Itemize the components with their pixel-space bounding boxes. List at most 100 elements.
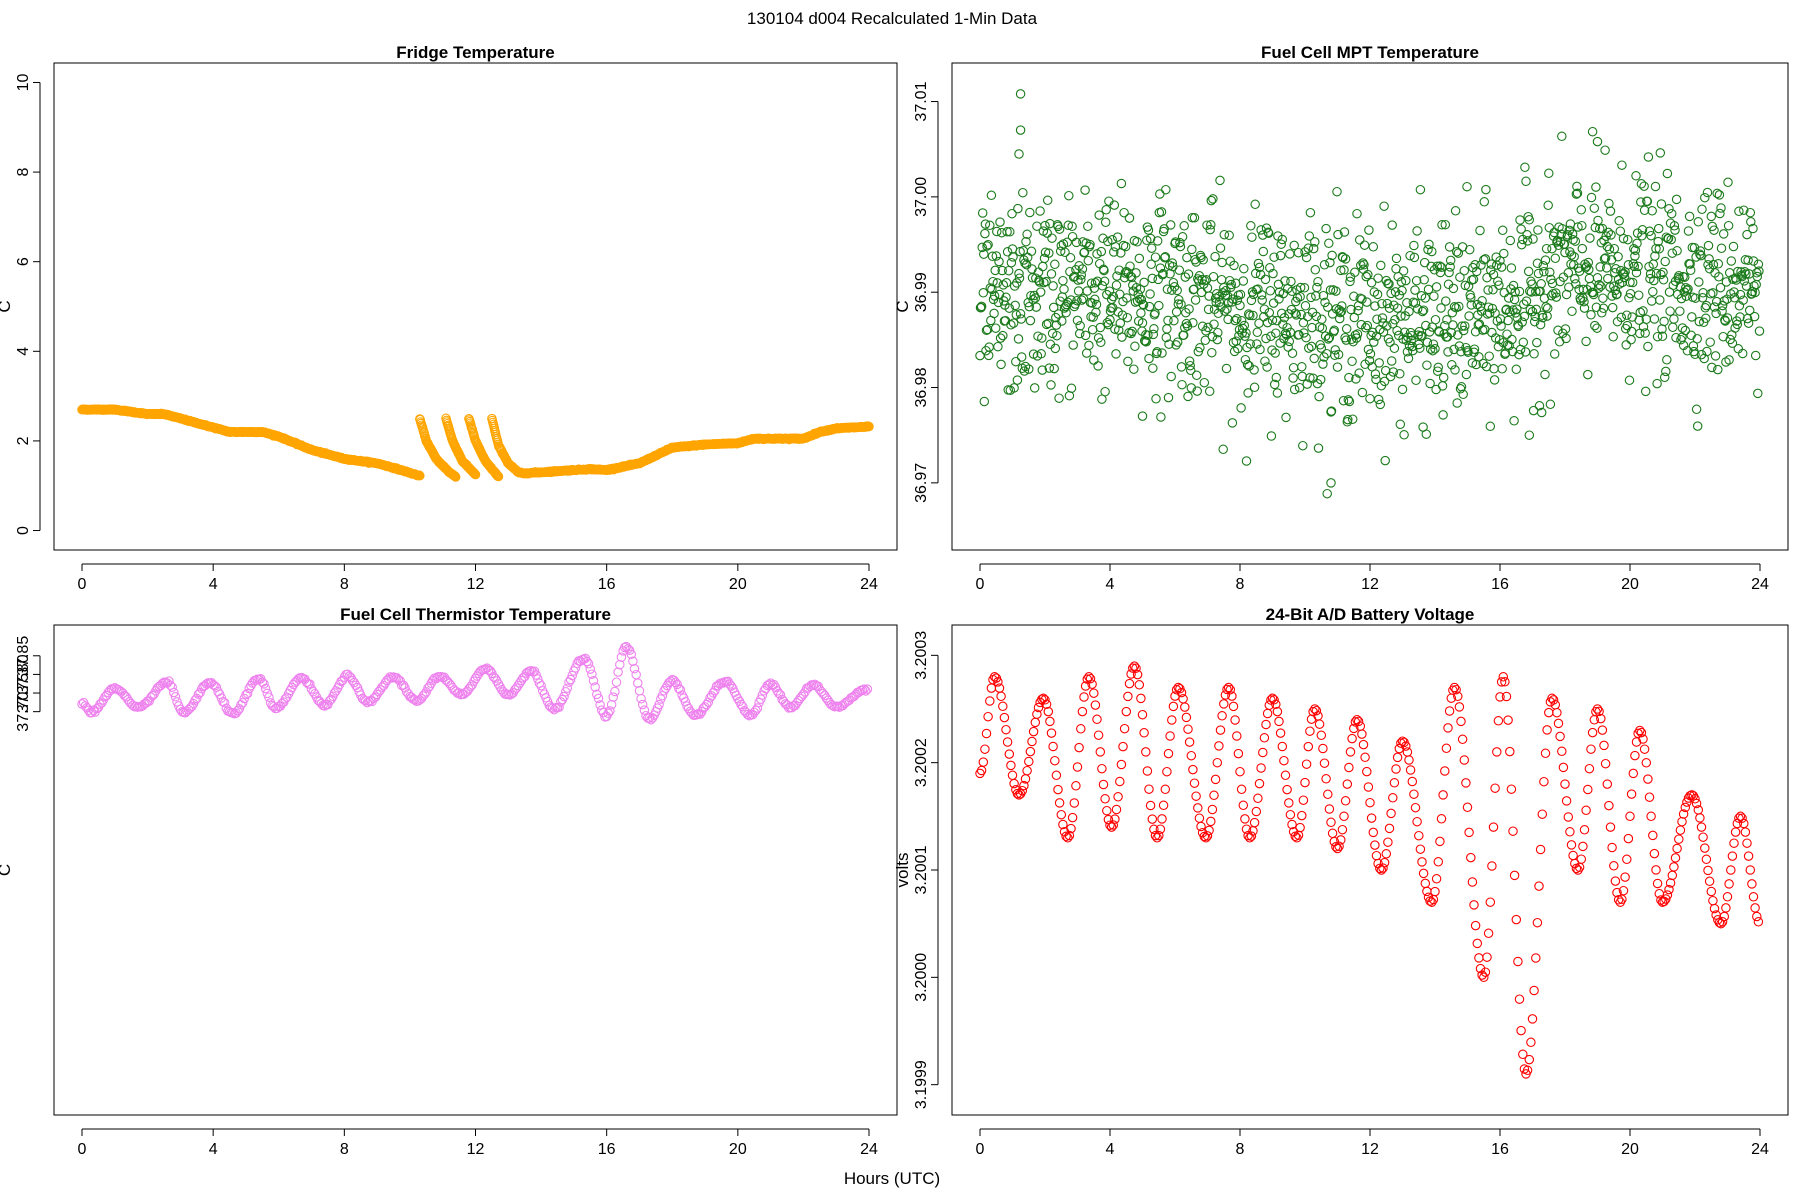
data-point [606,699,617,710]
data-point [808,680,819,691]
data-point [1043,706,1054,717]
data-point [1154,300,1164,311]
data-point [313,695,323,706]
data-point [1012,375,1023,385]
data-point [114,685,125,696]
data-point [1287,819,1297,830]
data-point [1216,274,1227,285]
data-point [1360,323,1371,333]
data-point [1368,827,1379,838]
data-point [1451,684,1461,695]
data-point [1095,322,1106,333]
data-point [1489,364,1499,374]
data-point [990,323,1001,333]
data-point [1245,339,1256,349]
data-point [998,330,1008,341]
data-point [1010,300,1020,311]
data-point [1595,262,1605,272]
data-point [1518,337,1529,348]
data-point [1006,760,1016,771]
data-point [1397,384,1408,395]
data-point [1024,364,1034,374]
data-point [1536,407,1547,418]
data-point [1480,254,1491,264]
data-point [1705,337,1715,347]
y-tick-label: 37.75 [15,673,32,713]
data-point [1025,207,1035,218]
data-point [1241,328,1251,338]
data-point [1603,273,1613,284]
data-point [1509,870,1520,881]
data-point [1587,727,1598,738]
data-point [1258,747,1268,758]
data-point [1474,352,1484,362]
data-point [1448,685,1458,695]
data-point [1668,322,1678,333]
data-point [1467,877,1478,887]
data-point [1119,723,1130,734]
data-point [1261,719,1271,730]
data-point [1604,198,1614,209]
data-point [1682,285,1692,296]
data-point [1537,809,1548,819]
data-point [1352,329,1363,339]
data-point [1235,766,1245,777]
data-point [1479,972,1489,983]
data-point [1383,837,1393,847]
data-point [1619,269,1629,279]
data-point [1182,252,1192,263]
data-point [1420,293,1431,303]
data-point [1597,725,1608,735]
data-point [1254,778,1265,789]
data-point [446,680,456,691]
data-point [1654,243,1665,254]
data-point [1407,776,1418,787]
data-point [1748,892,1759,902]
data-point [1437,381,1448,391]
data-point [1285,249,1295,259]
data-point [1700,843,1710,853]
data-point [1566,250,1577,260]
data-point [1117,310,1128,320]
data-point [1626,334,1636,345]
data-point [1570,274,1580,284]
data-point [1484,308,1495,318]
data-point [1714,272,1724,282]
data-point [985,283,996,293]
data-point [1656,199,1667,209]
data-point [738,701,748,712]
data-point [1631,171,1641,181]
y-tick-label: 36.97 [913,463,930,503]
data-point [1605,822,1616,832]
data-point [1694,277,1704,287]
plot-frame [53,624,898,1116]
y-tick-label: 36.99 [913,272,930,312]
data-point [1232,731,1242,741]
data-point [1407,341,1418,352]
data-point [1045,716,1055,727]
data-point [605,706,615,716]
data-point [590,682,600,692]
data-point [1256,290,1267,300]
data-point [237,698,248,708]
data-point [1656,269,1666,280]
y-axis-label: C [893,300,912,312]
data-point [1414,339,1424,350]
data-point [1630,245,1641,255]
data-point [1005,227,1015,237]
data-point [1500,677,1510,687]
data-point [1015,89,1026,99]
data-point [1319,352,1329,362]
data-point [1438,372,1449,383]
data-point [1363,782,1374,792]
data-point [1612,887,1622,898]
data-point [1386,356,1397,366]
data-point [1306,714,1317,724]
data-point [1344,762,1354,773]
data-point [587,669,597,679]
data-point [1233,343,1243,354]
data-point [1669,862,1679,872]
data-point [1147,814,1158,824]
data-point [513,680,523,691]
data-point [1167,715,1177,725]
